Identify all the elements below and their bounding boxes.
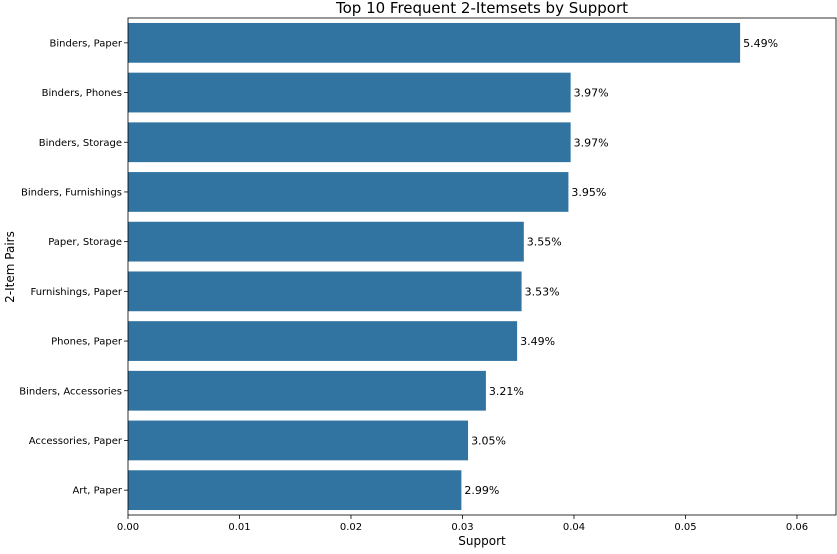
data-label: 3.55% — [527, 236, 562, 249]
data-label: 3.95% — [571, 186, 606, 199]
x-tick-label: 0.05 — [674, 522, 696, 533]
bar — [128, 221, 524, 262]
data-label: 2.99% — [464, 484, 499, 497]
bar — [128, 22, 741, 63]
data-label: 3.49% — [520, 335, 555, 348]
y-axis-label: 2-Item Pairs — [3, 231, 17, 303]
chart-title: Top 10 Frequent 2-Itemsets by Support — [335, 0, 628, 17]
y-tick-label: Accessories, Paper — [29, 436, 123, 447]
plot-area: Binders, Paper 5.49% Binders, Phones 3.97% B… — [19, 17, 837, 533]
y-tick-label: Binders, Paper — [50, 38, 123, 49]
bar — [128, 72, 571, 113]
x-tick-label: 0.04 — [563, 522, 585, 533]
bar — [128, 420, 469, 461]
y-tick-label: Phones, Paper — [51, 337, 123, 348]
y-tick-label: Binders, Accessories — [19, 386, 122, 397]
x-tick-label: 0.02 — [340, 522, 362, 533]
bar — [128, 271, 522, 312]
data-label: 3.97% — [574, 87, 609, 100]
y-tick-label: Furnishings, Paper — [31, 287, 123, 298]
bar — [128, 321, 518, 361]
y-tick-label: Binders, Phones — [42, 88, 122, 99]
x-tick-label: 0.01 — [228, 522, 250, 533]
x-tick-label: 0.00 — [117, 522, 139, 533]
data-label: 3.05% — [471, 434, 506, 447]
x-axis-label: Support — [458, 534, 506, 548]
y-tick-label: Art, Paper — [72, 486, 122, 497]
bar — [128, 122, 571, 163]
bar — [128, 172, 569, 212]
x-tick-label: 0.06 — [786, 522, 808, 533]
bar — [128, 470, 462, 511]
data-label: 5.49% — [743, 37, 778, 50]
y-tick-label: Binders, Furnishings — [21, 187, 122, 198]
data-label: 3.53% — [525, 285, 560, 298]
data-label: 3.97% — [574, 136, 609, 149]
data-label: 3.21% — [489, 385, 524, 398]
x-tick-label: 0.03 — [451, 522, 473, 533]
plot-frame — [127, 17, 837, 516]
bar — [128, 370, 486, 411]
y-tick-label: Paper, Storage — [48, 237, 122, 248]
y-tick-label: Binders, Storage — [39, 138, 122, 149]
